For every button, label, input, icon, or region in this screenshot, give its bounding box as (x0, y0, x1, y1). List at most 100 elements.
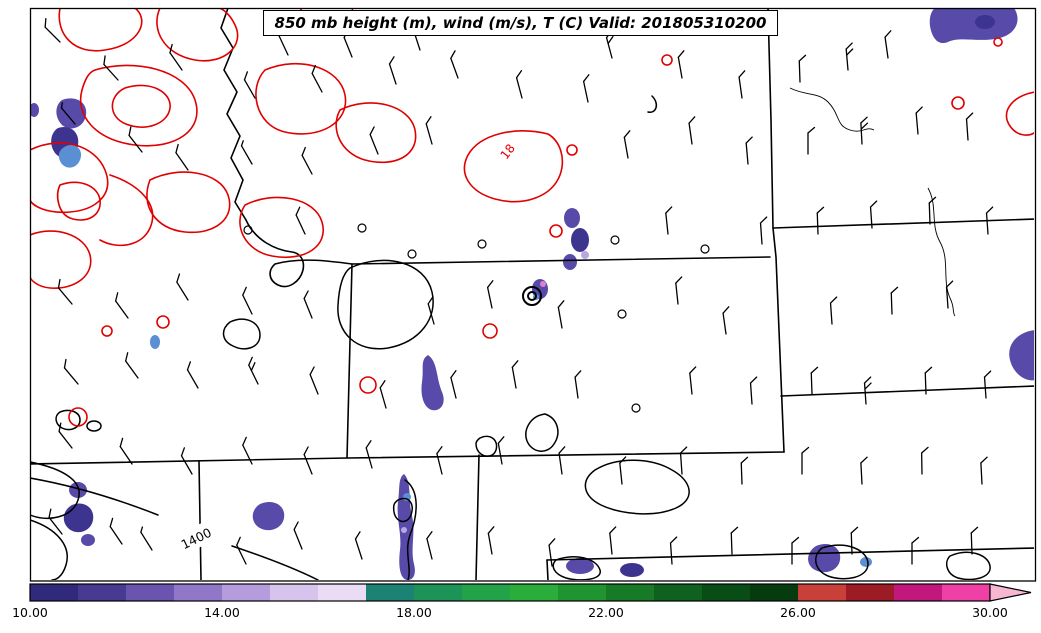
colorbar-segment (558, 584, 606, 601)
colorbar-segment (942, 584, 990, 601)
colorbar-segment (126, 584, 174, 601)
wind-barb (128, 126, 143, 153)
map-background (30, 8, 1036, 581)
plot-title: 850 mb height (m), wind (m/s), T (C) Val… (262, 10, 779, 36)
wind-barb (863, 376, 872, 405)
wind-barb (928, 196, 937, 225)
colorbar-tick-label: 30.00 (972, 605, 1008, 620)
wind-barb (242, 436, 253, 465)
wind-barb (759, 216, 768, 245)
calm-station-circle (617, 309, 627, 319)
wind-barb (295, 206, 306, 235)
wind-barb (679, 446, 688, 475)
calm-station-circle (700, 244, 710, 254)
colorbar-segment (606, 584, 654, 601)
wind-barb (436, 446, 443, 475)
wind-barb (186, 361, 199, 389)
wind-barb (915, 106, 923, 135)
wind-barb (369, 126, 379, 155)
wind-barb (911, 536, 920, 565)
wind-barb (609, 526, 617, 555)
wind-barb (115, 292, 129, 319)
calm-station-circle (631, 403, 641, 413)
wind-barb (558, 446, 566, 475)
colorbar-tick-label: 22.00 (588, 605, 624, 620)
wind-barb (388, 56, 397, 85)
wind-barb (945, 280, 954, 309)
wind-barb (243, 71, 256, 99)
wind-barb (582, 74, 590, 103)
colorbar-segment (846, 584, 894, 601)
colorbar-segment (414, 584, 462, 601)
wind-barb (169, 43, 183, 71)
wind-barb (140, 526, 153, 551)
colorbar-segment (174, 584, 222, 601)
wind-barb (426, 531, 433, 560)
wind-barb (511, 360, 519, 389)
wind-barb (301, 146, 313, 175)
wind-barb (983, 370, 992, 399)
wind-barb (60, 102, 76, 125)
wind-barb (798, 54, 807, 83)
wind-barb (791, 536, 800, 565)
wind-barb (427, 296, 435, 325)
wind-barb (515, 70, 523, 99)
wind-barb (450, 50, 459, 79)
wind-barb (749, 376, 758, 405)
colorbar-tick-label: 26.00 (780, 605, 816, 620)
wind-barb (109, 517, 123, 545)
wind-barb (850, 526, 859, 555)
height-contours (31, 95, 991, 580)
wind-barb (980, 456, 988, 485)
rivers (789, 87, 956, 317)
wind-barb (293, 521, 303, 550)
wind-barb (303, 446, 313, 475)
wind-barb (240, 140, 253, 165)
wind-barb (450, 370, 457, 399)
colorbar-segment (222, 584, 270, 601)
colorbar-segment (462, 584, 510, 601)
colorbar-segment (270, 584, 318, 601)
map-frame (29, 7, 1037, 582)
wind-barb (860, 456, 868, 485)
wind-barb (354, 531, 363, 560)
colorbar-segment (702, 584, 750, 601)
colorbar: 10.00 14.00 18.00 22.00 26.00 30.00 (12, 583, 1032, 620)
colorbar-segment (510, 584, 558, 601)
wind-barb (810, 366, 819, 395)
wind-barb (740, 456, 749, 485)
wind-barb (242, 286, 253, 315)
wind-barb (985, 206, 994, 235)
wind-barb (619, 456, 627, 485)
wind-barb (669, 536, 678, 565)
wind-barb (63, 358, 79, 385)
temperature-contour-label: 18 (491, 135, 522, 166)
wind-barb (58, 422, 73, 449)
colorbar-tick-label: 14.00 (204, 605, 240, 620)
wind-barb (920, 446, 929, 475)
wind-barb (677, 50, 685, 79)
wind-barb (180, 447, 193, 475)
wind-barb (119, 437, 133, 465)
wind-barb (48, 508, 63, 535)
wind-barb (103, 55, 119, 81)
wind-barbs (44, 18, 994, 567)
colorbar-segment (78, 584, 126, 601)
wind-barb (497, 436, 505, 465)
wind-barb (248, 356, 259, 385)
wind-barb (965, 112, 974, 141)
colorbar-segment (654, 584, 702, 601)
wind-barb (816, 206, 825, 235)
colorbar-tick-label: 10.00 (12, 605, 48, 620)
colorbar-segment (366, 584, 414, 601)
wind-barb (176, 273, 189, 301)
calm-station-circle (610, 235, 620, 245)
colorbar-tick-label: 18.00 (396, 605, 432, 620)
wind-barb (845, 42, 854, 71)
wind-barb (236, 536, 247, 565)
wind-barb (745, 136, 753, 165)
colorbar-segment (30, 584, 78, 601)
wind-barb (970, 526, 979, 555)
wind-barb (309, 366, 319, 395)
